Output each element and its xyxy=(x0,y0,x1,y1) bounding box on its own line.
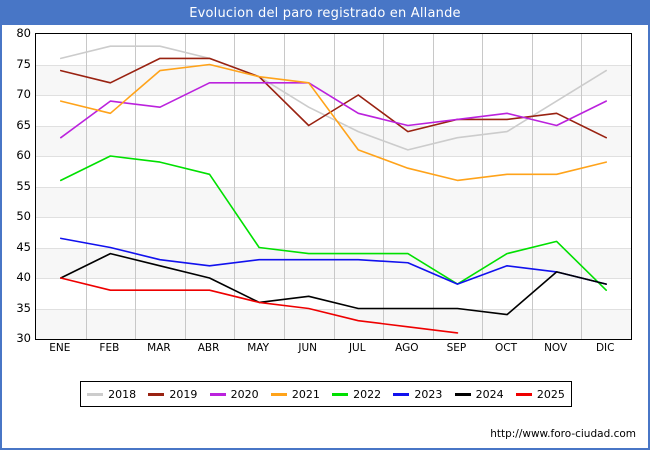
series-line-2020 xyxy=(59,81,608,139)
legend-label: 2018 xyxy=(108,387,137,401)
legend-item-2019[interactable]: 2019 xyxy=(148,388,197,401)
x-tick-label: AGO xyxy=(395,342,419,354)
gridline-vertical xyxy=(135,34,137,339)
series-line-2025 xyxy=(59,277,459,334)
legend-item-2025[interactable]: 2025 xyxy=(515,387,565,401)
x-tick-label: ABR xyxy=(197,342,220,354)
x-tick-label: MAR xyxy=(147,342,171,354)
series-line-2023 xyxy=(59,237,608,285)
series-line-2022 xyxy=(59,155,608,292)
legend-label: 2023 xyxy=(414,387,443,401)
x-tick-label: DIC xyxy=(595,342,615,354)
legend-label: 2022 xyxy=(353,387,382,401)
legend-label: 2024 xyxy=(475,387,504,401)
x-tick-label: NOV xyxy=(544,342,568,354)
gridline-vertical xyxy=(383,34,385,339)
y-tick-label: 70 xyxy=(16,87,31,101)
x-tick-label: JUN xyxy=(298,342,318,354)
page-title: Evolucion del paro registrado en Allande xyxy=(2,2,648,25)
legend-item-2024[interactable]: 2024 xyxy=(454,387,504,401)
x-tick-label: FEB xyxy=(99,342,120,354)
y-axis-labels: 30 35 40 45 50 55 60 65 70 75 80 xyxy=(2,26,31,345)
y-tick-label: 50 xyxy=(16,209,31,223)
legend-swatch-icon xyxy=(515,392,532,396)
series-lines xyxy=(59,45,608,334)
chart-legend: 2018 2019 2020 2021 2022 2023 2024 2025 xyxy=(80,381,572,407)
x-tick-label: JUL xyxy=(348,342,366,354)
legend-item-2021[interactable]: 2021 xyxy=(270,387,320,401)
x-axis-labels: ENE FEB MAR ABR MAY JUN JUL AGO SEP OCT NOV DIC xyxy=(35,342,632,360)
gridline-vertical xyxy=(184,34,186,339)
legend-item-2022[interactable]: 2022 xyxy=(332,388,381,401)
legend-swatch-icon xyxy=(393,392,410,396)
legend-swatch-icon xyxy=(270,392,287,396)
x-tick-label: SEP xyxy=(446,342,467,354)
gridline-vertical xyxy=(581,34,583,339)
legend-swatch-icon xyxy=(209,392,226,396)
series-line-2019 xyxy=(59,57,608,139)
y-tick-label: 55 xyxy=(16,178,31,193)
legend-swatch-icon xyxy=(87,392,104,396)
legend-label: 2019 xyxy=(169,387,198,401)
gridline-vertical xyxy=(531,34,533,339)
gridline-vertical xyxy=(234,34,236,339)
y-tick-label: 80 xyxy=(16,26,31,40)
gridline-vertical xyxy=(333,34,335,339)
legend-item-2023[interactable]: 2023 xyxy=(393,388,442,401)
legend-label: 2025 xyxy=(536,387,565,401)
legend-swatch-icon xyxy=(332,392,349,396)
y-tick-label: 60 xyxy=(16,148,31,162)
y-tick-label: 30 xyxy=(16,331,31,345)
y-tick-label: 65 xyxy=(16,117,31,132)
gridline-vertical xyxy=(432,34,434,339)
y-tick-label: 75 xyxy=(16,56,31,71)
y-tick-label: 40 xyxy=(16,270,31,284)
legend-item-2020[interactable]: 2020 xyxy=(209,387,259,401)
legend-item-2018[interactable]: 2018 xyxy=(87,388,136,401)
plot-area xyxy=(35,33,632,340)
gridline-vertical xyxy=(482,34,484,339)
gridline-vertical xyxy=(283,34,285,339)
source-url: http://www.foro-ciudad.com xyxy=(490,428,636,440)
y-tick-label: 45 xyxy=(16,239,31,254)
legend-label: 2021 xyxy=(291,387,320,401)
legend-swatch-icon xyxy=(454,392,471,396)
x-tick-label: OCT xyxy=(495,342,518,354)
gridline-vertical xyxy=(85,34,87,339)
x-tick-label: ENE xyxy=(49,342,71,354)
legend-label: 2020 xyxy=(230,387,259,401)
series-line-2024 xyxy=(59,252,608,316)
series-line-2021 xyxy=(59,63,608,182)
series-line-2018 xyxy=(59,45,608,151)
legend-swatch-icon xyxy=(148,392,165,396)
y-tick-label: 35 xyxy=(16,300,31,315)
x-tick-label: MAY xyxy=(247,342,270,354)
